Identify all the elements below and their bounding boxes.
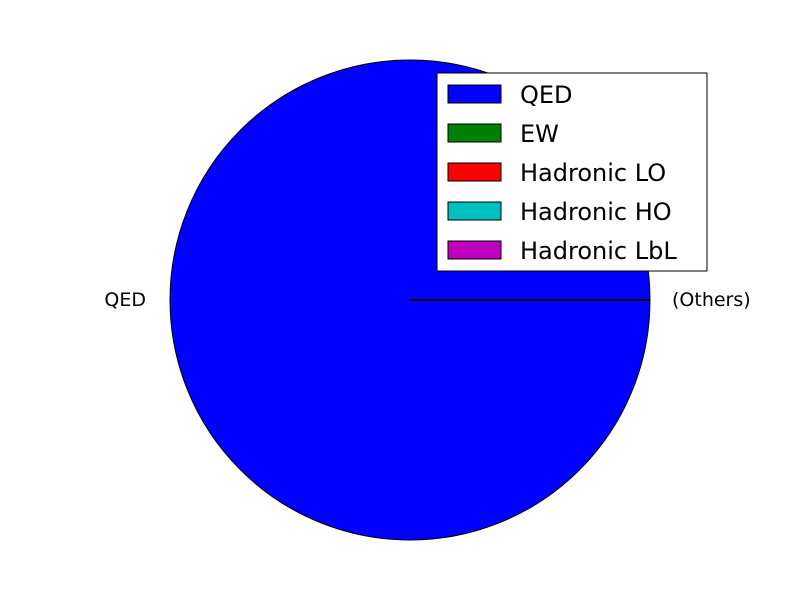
legend-swatch-hadronic-ho	[447, 201, 502, 221]
legend-swatch-hadronic-lo	[447, 162, 502, 182]
legend-entries: QED EW Hadronic LO Hadronic HO Hadronic LbL	[447, 81, 677, 265]
slice-label-qed: QED	[104, 289, 146, 311]
legend-swatch-ew	[447, 123, 502, 143]
legend-label-ew: EW	[520, 120, 559, 148]
legend-label-hadronic-lbl: Hadronic LbL	[520, 237, 677, 265]
legend: QED EW Hadronic LO Hadronic HO Hadronic LbL	[436, 72, 708, 272]
legend-label-hadronic-lo: Hadronic LO	[520, 159, 666, 187]
legend-label-qed: QED	[520, 81, 573, 109]
legend-label-hadronic-ho: Hadronic HO	[520, 198, 672, 226]
legend-swatch-hadronic-lbl	[447, 240, 502, 260]
legend-swatch-qed	[447, 84, 502, 104]
slice-label-others: (Others)	[672, 289, 751, 311]
